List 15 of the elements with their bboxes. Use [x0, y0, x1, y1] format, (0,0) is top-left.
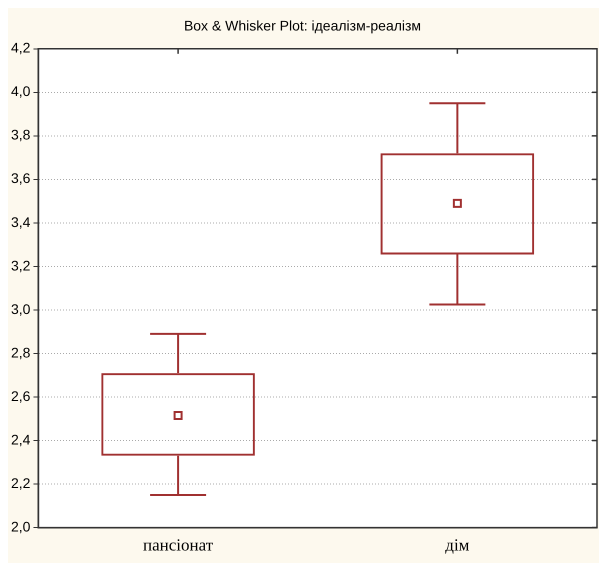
y-tick-label: 3,8	[10, 126, 31, 143]
y-tick-label: 2,8	[10, 344, 31, 360]
y-tick-label: 2,6	[10, 388, 31, 404]
y-tick-label: 3,2	[10, 257, 31, 274]
y-tick-label: 3,0	[10, 300, 31, 317]
y-tick-label: 2,2	[10, 474, 31, 491]
x-tick-label: пансіонат	[143, 535, 214, 554]
y-tick-label: 3,6	[10, 170, 31, 186]
x-tick-label: дім	[445, 535, 470, 554]
y-tick-label: 4,0	[10, 83, 31, 100]
y-tick-label: 3,4	[10, 214, 31, 230]
chart-title: Box & Whisker Plot: ідеалізм-реалізм	[184, 17, 422, 34]
y-tick-label: 2,0	[10, 518, 31, 534]
y-tick-label: 2,4	[10, 431, 31, 448]
y-tick-label: 4,2	[10, 40, 31, 56]
